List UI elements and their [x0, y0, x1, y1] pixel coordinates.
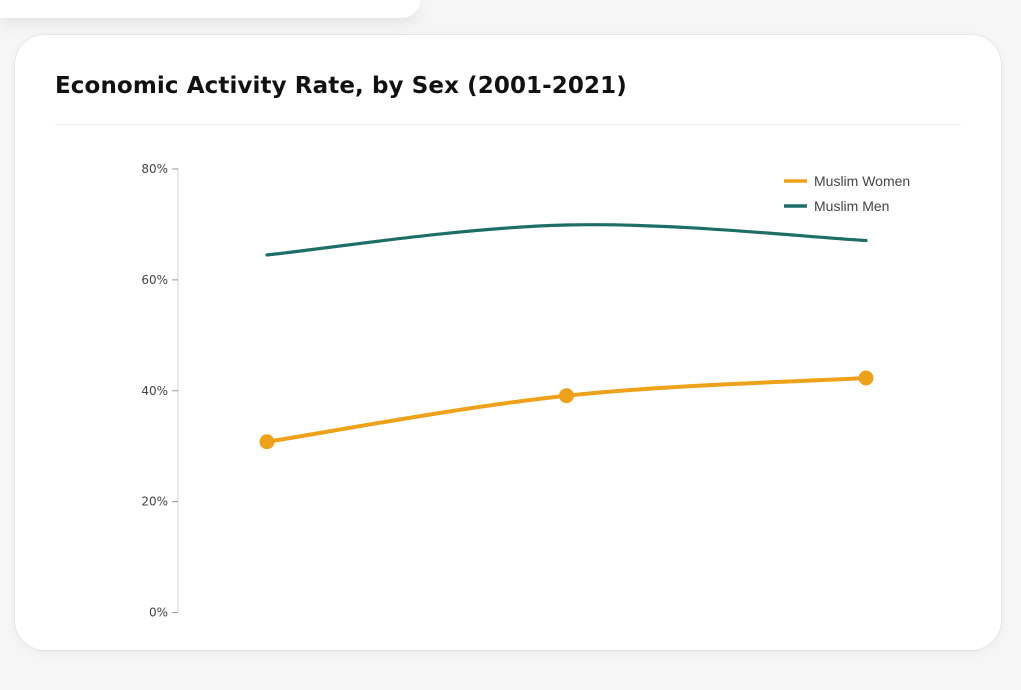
muslim-women-point[interactable] [858, 370, 874, 386]
muslim-women-line [265, 375, 868, 444]
y-tick-label: 0% [149, 606, 168, 620]
muslim-women-point[interactable] [259, 434, 275, 450]
series-lines [259, 223, 874, 450]
y-axis-ticks: 80% 60% 40% 20% 0% [141, 162, 178, 620]
chart-title: Economic Activity Rate, by Sex (2001-202… [55, 73, 627, 99]
y-tick-label: 40% [141, 384, 168, 398]
muslim-women-point[interactable] [559, 388, 574, 404]
y-tick-label: 80% [141, 162, 168, 176]
chart-card: Economic Activity Rate, by Sex (2001-202… [15, 35, 1001, 650]
legend: Muslim Women Muslim Men [784, 173, 910, 214]
legend-label-muslim-women[interactable]: Muslim Women [814, 173, 910, 189]
title-divider [55, 124, 961, 125]
muslim-men-line [265, 223, 868, 257]
y-tick-label: 60% [141, 273, 168, 287]
legend-label-muslim-men[interactable]: Muslim Men [814, 198, 889, 214]
y-tick-label: 20% [141, 495, 168, 509]
background-panel-edge [0, 0, 420, 18]
line-chart: 80% 60% 40% 20% 0% Muslim Women Muslim Men [141, 162, 910, 620]
